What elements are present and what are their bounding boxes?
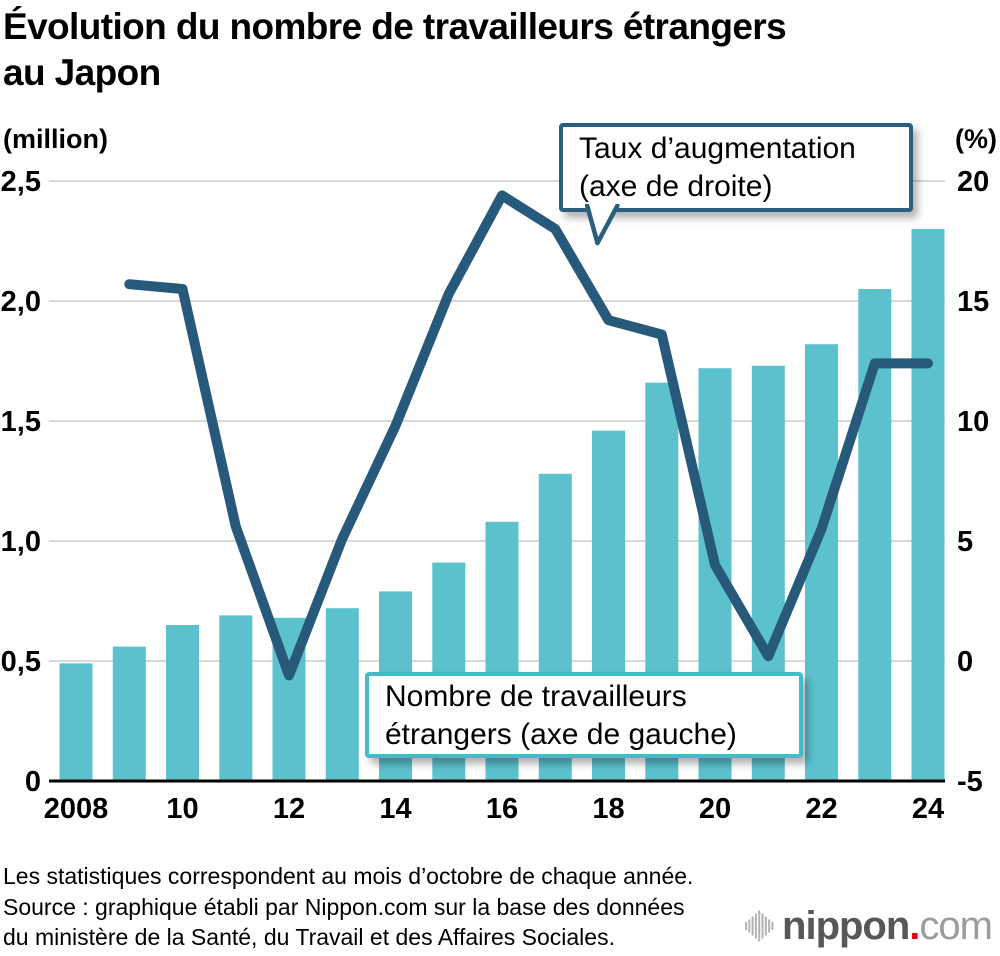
logo-name-text: nippon (782, 904, 910, 948)
page-title: Évolution du nombre de travailleurs étra… (3, 4, 787, 96)
bar-2009 (112, 646, 146, 781)
page-title-line1: Évolution du nombre de travailleurs étra… (3, 6, 787, 47)
x-tick-label: 14 (379, 793, 411, 825)
x-tick-label: 16 (486, 793, 518, 825)
annotation-workers-axis: Nombre de travailleurs étrangers (axe de… (365, 672, 803, 758)
source-note-line2: Source : graphique établi par Nippon.com… (3, 893, 685, 920)
annotation-rate-line1: Taux d’augmentation (579, 132, 856, 165)
right-tick-label: 10 (957, 406, 989, 438)
bar-2011 (219, 615, 253, 781)
source-note: Les statistiques correspondent au mois d… (3, 861, 693, 953)
x-tick-label: 22 (805, 793, 837, 825)
left-tick-label: 1,5 (1, 406, 41, 438)
bar-2010 (166, 625, 199, 781)
bar-2024 (911, 229, 945, 781)
rate-line (124, 190, 933, 681)
right-tick-label: 5 (957, 526, 973, 558)
source-note-line1: Les statistiques correspondent au mois d… (3, 863, 694, 889)
logo-red-dot: . (909, 904, 920, 948)
x-tick-label: 20 (699, 793, 731, 825)
nippon-logo: nippon.com (745, 904, 993, 948)
source-note-line3: du ministère de la Santé, du Travail et … (3, 924, 615, 950)
x-tick-label: 18 (592, 793, 624, 825)
right-axis-unit-label: (%) (955, 124, 997, 154)
right-tick-label: 0 (957, 646, 973, 678)
soundwave-icon (745, 910, 774, 942)
left-axis-unit-label: (million) (3, 124, 108, 154)
logo-tld-text: com (919, 904, 993, 948)
x-tick-label: 24 (912, 793, 944, 825)
nippon-logo-wordmark: nippon.com (782, 904, 993, 948)
annotation-workers-line2: étrangers (axe de gauche) (385, 718, 737, 751)
bar-2008 (59, 663, 93, 781)
x-tick-label: 12 (273, 793, 305, 825)
page-title-line2: au Japon (3, 52, 161, 93)
left-tick-label: 0,5 (1, 646, 41, 678)
left-tick-label: 1,0 (1, 526, 41, 558)
x-tick-label: 2008 (44, 793, 109, 825)
callout-pointer-icon (585, 204, 620, 246)
annotation-rate-line2: (axe de droite) (579, 170, 773, 203)
annotation-workers-line1: Nombre de travailleurs (385, 680, 687, 713)
left-tick-label: 0 (25, 766, 41, 798)
left-tick-label: 2,0 (1, 286, 41, 318)
right-tick-label: -5 (957, 766, 983, 798)
right-tick-label: 20 (957, 166, 989, 198)
left-tick-label: 2,5 (1, 166, 41, 198)
right-tick-label: 15 (957, 286, 989, 318)
x-tick-label: 10 (166, 793, 198, 825)
bar-2013 (325, 608, 359, 781)
annotation-rate-axis: Taux d’augmentation (axe de droite) (559, 123, 913, 246)
